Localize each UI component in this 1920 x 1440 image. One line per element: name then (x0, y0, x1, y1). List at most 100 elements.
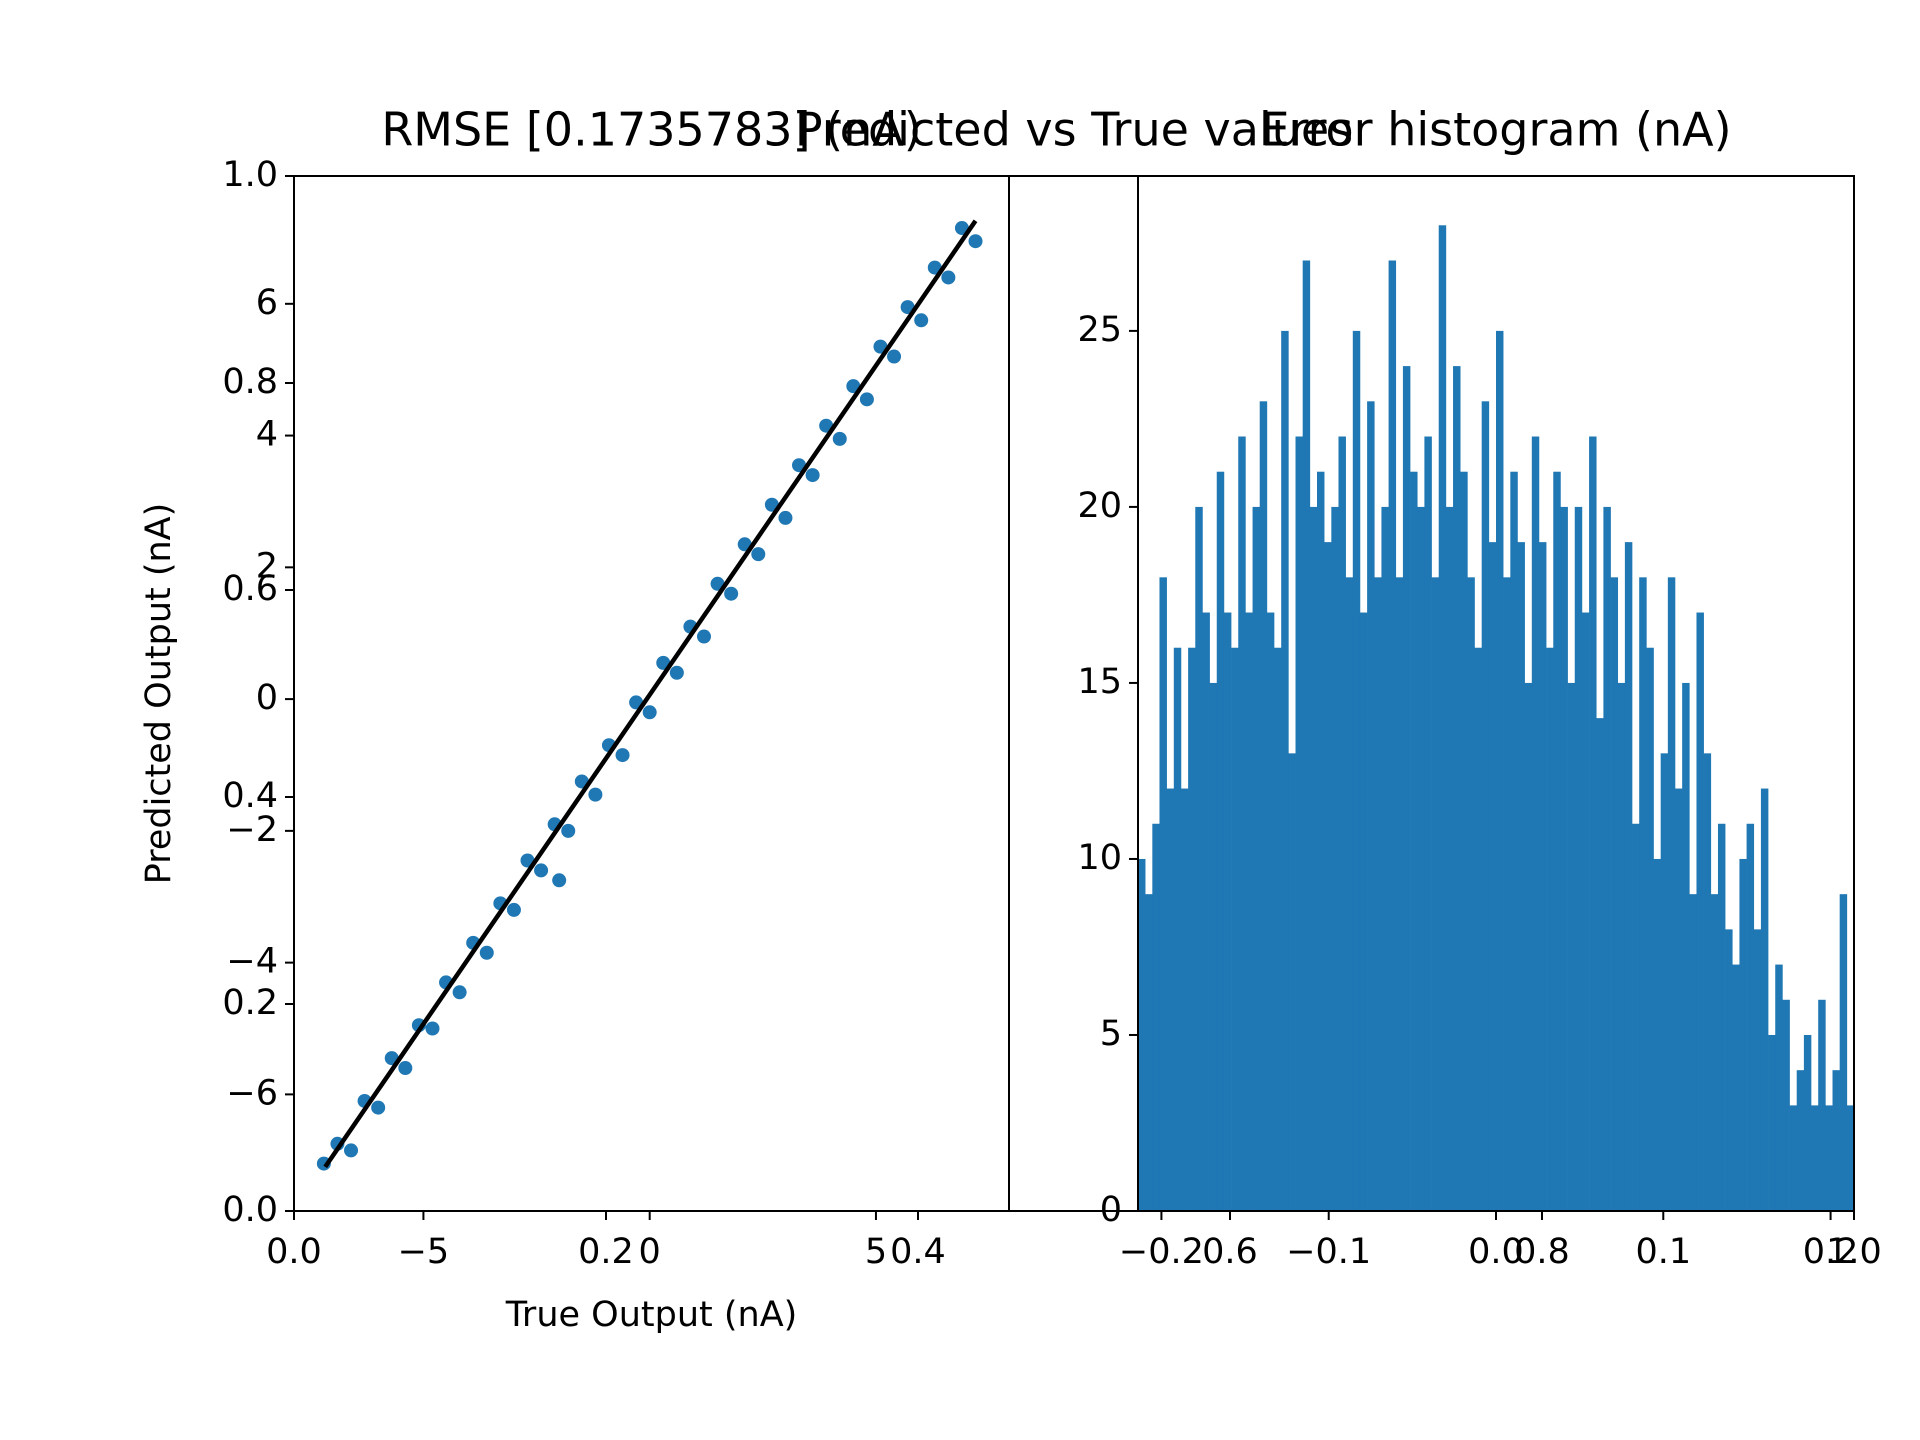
scatter-point (534, 863, 549, 878)
histogram-bar (1266, 612, 1275, 1211)
x-tick-label: 0 (639, 1232, 661, 1272)
y-tick-label: 0.2 (222, 983, 278, 1023)
histogram-bar (1288, 753, 1296, 1211)
histogram-bar (1252, 506, 1261, 1212)
scatter-point (751, 547, 766, 562)
histogram-bar (1173, 647, 1182, 1211)
y-tick-label: −2 (226, 810, 278, 850)
histogram-bar (1195, 506, 1203, 1212)
y-tick-label: −6 (226, 1073, 278, 1113)
histogram-bar (1359, 612, 1368, 1211)
scatter-point (552, 873, 567, 888)
histogram-bar (1417, 506, 1425, 1212)
histogram-bar (1352, 330, 1361, 1211)
histogram-bar (1624, 542, 1633, 1211)
y-tick-label: −4 (226, 942, 278, 982)
histogram-bar (1388, 260, 1397, 1211)
histogram-bar (1453, 366, 1461, 1211)
histogram-bar (1639, 577, 1647, 1211)
histogram-bar (1274, 647, 1282, 1211)
histogram-bar (1574, 506, 1583, 1212)
histogram-bar (1632, 823, 1640, 1211)
histogram-bar (1832, 1070, 1840, 1211)
axes-title: Predicted vs True values (795, 103, 1353, 157)
histogram-bar (1231, 647, 1239, 1211)
x-axis-label: True Output (nA) (505, 1295, 798, 1335)
fit-line (323, 219, 978, 1169)
histogram-bar (1567, 682, 1576, 1211)
scatter-point (452, 985, 467, 1000)
histogram-bar (1560, 506, 1568, 1212)
histogram-bar (1675, 788, 1683, 1211)
histogram-bar (1617, 682, 1626, 1211)
histogram-bar (1467, 577, 1475, 1211)
histogram-bar (1596, 718, 1604, 1211)
histogram-bar (1381, 506, 1389, 1212)
histogram-bar (1796, 1070, 1805, 1211)
y-tick-label: 2 (256, 546, 278, 586)
y-tick-label: 15 (1077, 662, 1122, 702)
x-tick-label: 0.1 (1635, 1232, 1691, 1272)
histogram-bar (1660, 753, 1669, 1211)
histogram-bar (1367, 401, 1375, 1211)
scatter-point (561, 823, 576, 838)
histogram-bar (1775, 964, 1783, 1211)
histogram-bar (1646, 647, 1654, 1211)
y-tick-label: 0.6 (222, 569, 278, 609)
histogram-bar (1803, 1034, 1812, 1211)
scatter-point (398, 1061, 413, 1076)
x-tick-label: 0.4 (890, 1232, 946, 1272)
scatter-point (479, 945, 494, 960)
scatter-point (615, 748, 630, 763)
x-tick-label: 0.0 (1468, 1232, 1524, 1272)
histogram-bar (1811, 1105, 1819, 1211)
y-tick-label: 25 (1077, 310, 1122, 350)
scatter-point (887, 349, 902, 364)
histogram-bar (1667, 577, 1676, 1211)
axes-title: RMSE [0.1735783] (nA) (381, 103, 921, 157)
histogram-bar (1209, 682, 1218, 1211)
histogram-bar (1223, 612, 1232, 1211)
histogram-bar (1488, 542, 1497, 1211)
scatter-point (344, 1143, 359, 1158)
histogram-bar (1753, 929, 1762, 1211)
y-tick-label: 0.8 (222, 362, 278, 402)
histogram-bar (1188, 647, 1196, 1211)
histogram-bar (1281, 330, 1289, 1211)
scatter-point (371, 1100, 386, 1115)
histogram-bar (1689, 894, 1697, 1211)
histogram-bar (1259, 401, 1268, 1211)
scatter-point (778, 510, 793, 525)
histogram-bar (1345, 577, 1354, 1211)
x-tick-label: −0.2 (1119, 1232, 1204, 1272)
y-tick-label: 0.4 (222, 776, 278, 816)
scatter-point (859, 392, 874, 407)
histogram-bar (1510, 471, 1518, 1211)
histogram-bar (1517, 542, 1525, 1211)
histogram-bar (1295, 436, 1303, 1211)
histogram-bar (1331, 506, 1339, 1212)
histogram-bar (1496, 330, 1504, 1211)
histogram-bar (1603, 506, 1611, 1212)
histogram-bar (1768, 1034, 1776, 1211)
scatter-point (425, 1021, 440, 1036)
histogram-bar (1309, 506, 1318, 1212)
histogram-bar (1581, 612, 1590, 1211)
histogram-bar (1317, 471, 1325, 1211)
histogram-bar (1166, 788, 1175, 1211)
histogram-bar (1374, 577, 1382, 1211)
histogram-bar (1825, 1105, 1833, 1211)
histogram-bar (1180, 788, 1189, 1211)
y-tick-label: 0 (256, 678, 278, 718)
scatter-point (941, 270, 956, 285)
scatter-point (805, 468, 820, 483)
scatter-point (914, 313, 929, 328)
histogram-bar (1460, 471, 1468, 1211)
x-tick-label: 1.0 (1826, 1232, 1882, 1272)
scatter-point (588, 787, 603, 802)
scatter-point (696, 629, 711, 644)
histogram-bar (1302, 260, 1311, 1211)
histogram-bar (1818, 999, 1826, 1211)
histogram-bar (1159, 577, 1167, 1211)
histogram-bar (1138, 858, 1146, 1211)
